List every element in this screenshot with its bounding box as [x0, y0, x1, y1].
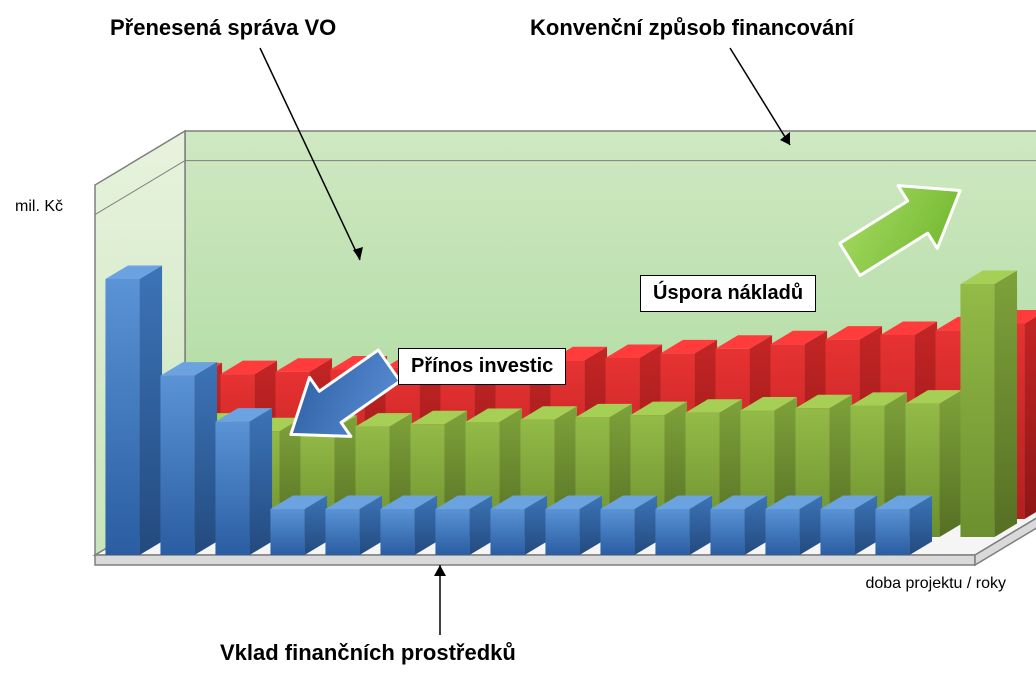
- callout-uspora: Úspora nákladů: [640, 275, 816, 312]
- callout-prinos: Přínos investic: [398, 348, 566, 385]
- label-konvencni: Konvenční způsob financování: [530, 15, 854, 41]
- y-axis-label: mil. Kč: [15, 198, 63, 216]
- x-axis-label: doba projektu / roky: [865, 575, 1006, 593]
- label-prenesena: Přenesená správa VO: [110, 15, 336, 41]
- chart-svg: [0, 0, 1036, 675]
- label-vklad: Vklad finančních prostředků: [220, 640, 516, 666]
